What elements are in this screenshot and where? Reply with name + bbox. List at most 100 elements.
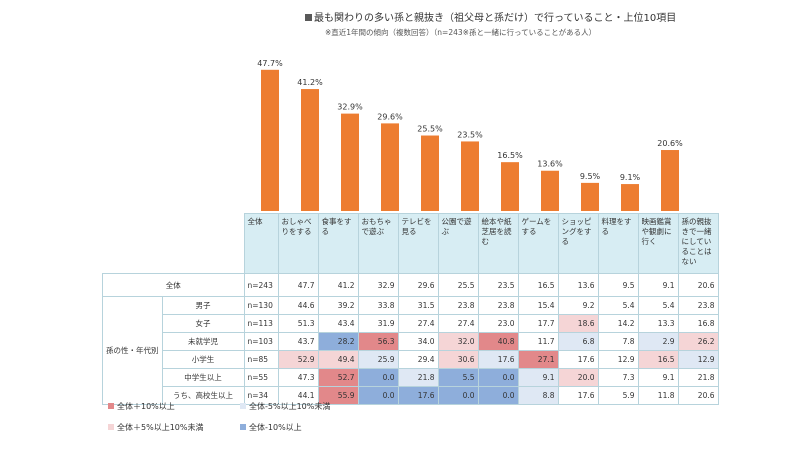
table-cell: 52.9 [277, 350, 319, 369]
table-cell: 20.6 [677, 386, 719, 405]
table-cell: 47.3 [277, 368, 319, 387]
row-n: n=85 [243, 350, 279, 369]
table-cell: 12.9 [597, 350, 639, 369]
table-cell: 20.0 [557, 368, 599, 387]
header-cell: 孫の親抜きで一緒にしていることはない [677, 213, 719, 274]
header-cell: 公園で遊ぶ [437, 213, 479, 274]
table-row: 未就学児 n=103 43.7 28.2 56.3 34.0 32.0 40.8 11.7 6.8… [103, 332, 719, 351]
table-cell: 2.9 [637, 332, 679, 351]
bar-2 [341, 113, 359, 211]
table-cell: 17.6 [397, 386, 439, 405]
table-cell: 41.2 [317, 273, 359, 297]
header-cell: ショッピングをする [557, 213, 599, 274]
table-cell: 52.7 [317, 368, 359, 387]
bar-1 [301, 89, 319, 211]
legend-item-high10: 全体＋10%以上 [108, 401, 175, 412]
table-cell: 17.6 [477, 350, 519, 369]
row-n: n=130 [243, 296, 279, 315]
chart-subtitle: ※直近1年間の傾向（複数回答）（n=243※孫と一緒に行っていることがある人） [325, 28, 597, 37]
bar-value-label-10: 20.6% [657, 139, 683, 148]
bar-5 [461, 141, 479, 211]
table-cell: 5.5 [437, 368, 479, 387]
chart-title-text: 最も関わりの多い孫と親抜き（祖父母と孫だけ）で行っていること・上位10項目 [314, 13, 677, 24]
title-square-icon [305, 14, 312, 21]
table-row: 孫の性・年代別 男子 n=130 44.6 39.2 33.8 31.5 23.8 23.8 15… [102, 296, 719, 405]
table-cell: 23.8 [437, 296, 479, 315]
header-cell: 映画鑑賞や観劇に行く [637, 213, 679, 274]
table-cell: 11.8 [637, 386, 679, 405]
row-label: 女子 [161, 314, 245, 333]
table-cell: 56.3 [357, 332, 399, 351]
table-cell: 9.1 [637, 368, 679, 387]
table-cell: 6.8 [557, 332, 599, 351]
table-row: 全体 n=243 47.7 41.2 32.9 29.6 25.5 23.5 16.5 13.6 9… [102, 273, 719, 297]
table-cell: 16.5 [517, 273, 559, 297]
bar-9 [621, 184, 639, 211]
bar-value-label-7: 13.6% [537, 160, 563, 169]
legend-swatch [240, 424, 246, 430]
bar-value-label-6: 16.5% [497, 151, 523, 160]
bar-chart: 47.7% 41.2% 32.9% 29.6% 25.5% 23.5% 16.5% 13.6%… [257, 59, 683, 211]
row-n: n=34 [243, 386, 279, 405]
table-cell: 31.9 [357, 314, 399, 333]
group-label: 孫の性・年代別 [102, 296, 163, 405]
table-row: 女子 n=113 51.3 43.4 31.9 27.4 27.4 23.0 17.7 18.6 1… [103, 314, 719, 333]
table-cell: 7.8 [597, 332, 639, 351]
bar-value-label-9: 9.1% [620, 173, 641, 182]
row-n: n=55 [243, 368, 279, 387]
table-cell: 21.8 [397, 368, 439, 387]
table-cell: 9.5 [597, 273, 639, 297]
row-n: n=113 [243, 314, 279, 333]
header-cell: 食事をする [317, 213, 359, 274]
table-cell: 11.7 [517, 332, 559, 351]
header-blank [102, 213, 244, 274]
table-cell: 40.8 [477, 332, 519, 351]
legend-label: 全体＋5%以上10%未満 [117, 423, 204, 432]
table-cell: 5.9 [597, 386, 639, 405]
table-cell: 16.5 [637, 350, 679, 369]
bar-7 [541, 170, 559, 211]
table-cell: 23.8 [477, 296, 519, 315]
table-cell: 16.8 [677, 314, 719, 333]
table-cell: 25.5 [437, 273, 479, 297]
bar-value-label-1: 41.2% [297, 78, 323, 87]
table-cell: 27.4 [437, 314, 479, 333]
legend-item-high5: 全体＋5%以上10%未満 [108, 422, 203, 433]
table-cell: 5.4 [597, 296, 639, 315]
row-label: 全体 [102, 273, 245, 297]
row-n: n=243 [243, 273, 279, 297]
table-cell: 51.3 [277, 314, 319, 333]
table-cell: 7.3 [597, 368, 639, 387]
legend-swatch [240, 403, 246, 409]
legend-item-low5: 全体-5%以上10%未満 [240, 401, 330, 412]
bar-10 [661, 150, 679, 211]
table-cell: 55.9 [317, 386, 359, 405]
table-cell: 5.4 [637, 296, 679, 315]
bar-8 [581, 182, 599, 211]
row-label: 小学生 [161, 350, 245, 369]
table-cell: 12.9 [677, 350, 719, 369]
table-cell: 23.0 [477, 314, 519, 333]
table-cell: 0.0 [477, 368, 519, 387]
bar-value-label-3: 29.6% [377, 112, 403, 121]
bar-value-label-0: 47.7% [257, 59, 283, 68]
table-cell: 18.6 [557, 314, 599, 333]
table-cell: 9.2 [557, 296, 599, 315]
legend-swatch [108, 403, 114, 409]
header-cell: おもちゃで遊ぶ [357, 213, 399, 274]
table-cell: 13.6 [557, 273, 599, 297]
legend-label: 全体-10%以上 [249, 423, 302, 432]
table-cell: 0.0 [357, 368, 399, 387]
table-header-row: 全体 おしゃべりをする 食事をする おもちゃで遊ぶ テレビを見る 公園で遊ぶ 絵本や紙芝居を… [102, 213, 719, 274]
table-cell: 9.1 [637, 273, 679, 297]
table-cell: 17.6 [557, 350, 599, 369]
bar-value-label-2: 32.9% [337, 103, 363, 112]
table-cell: 33.8 [357, 296, 399, 315]
bar-value-label-4: 25.5% [417, 125, 443, 134]
legend-label: 全体＋10%以上 [117, 402, 175, 411]
table-cell: 23.8 [677, 296, 719, 315]
bar-6 [501, 162, 519, 211]
table-cell: 27.1 [517, 350, 559, 369]
table-cell: 39.2 [317, 296, 359, 315]
header-total: 全体 [243, 213, 279, 274]
